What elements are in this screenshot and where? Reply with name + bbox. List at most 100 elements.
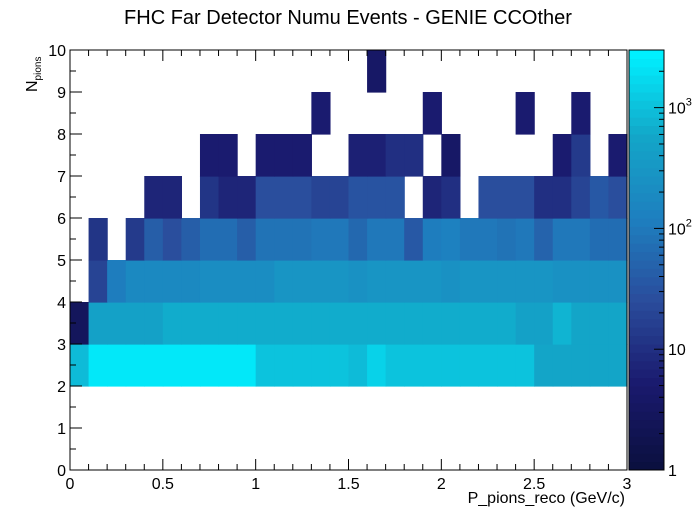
color-scale-band <box>629 394 664 404</box>
heatmap-cell <box>589 260 610 303</box>
heatmap-cell <box>348 344 368 387</box>
heatmap-cell <box>459 302 480 345</box>
heatmap-cell <box>571 134 591 177</box>
heatmap-cell <box>274 134 294 177</box>
heatmap-cell <box>422 260 442 303</box>
heatmap-cell <box>348 134 368 177</box>
heatmap-cell <box>199 134 220 177</box>
heatmap-cell <box>404 260 424 303</box>
heatmap-cell <box>478 260 498 303</box>
heatmap-cell <box>515 344 535 387</box>
color-scale-band <box>629 134 664 143</box>
heatmap-cell <box>385 302 405 345</box>
heatmap-cell <box>497 344 517 387</box>
heatmap-cells <box>70 50 628 387</box>
y-tick-label: 10 <box>48 43 66 60</box>
heatmap-cell <box>199 260 220 303</box>
heatmap-cell <box>608 176 628 219</box>
heatmap-cell <box>515 260 535 303</box>
heatmap-cell <box>422 302 442 345</box>
heatmap-cell <box>125 218 145 261</box>
heatmap-cell <box>459 218 480 261</box>
heatmap-cell <box>571 302 591 345</box>
heatmap-cell <box>292 260 312 303</box>
y-tick-label: 1 <box>57 421 66 438</box>
heatmap-cell <box>348 218 368 261</box>
heatmap-cell <box>404 344 424 387</box>
color-scale-band <box>629 108 664 118</box>
heatmap-cell <box>199 302 220 345</box>
heatmap-cell <box>441 302 461 345</box>
color-scale-label: 103 <box>668 97 692 118</box>
x-tick-label: 1 <box>251 476 260 493</box>
x-tick-label: 2 <box>437 476 446 493</box>
color-scale-band <box>629 369 664 379</box>
color-scale-band <box>629 344 664 353</box>
color-scale-band <box>629 268 664 278</box>
heatmap-cell <box>162 218 182 261</box>
color-scale-band <box>629 453 664 463</box>
heatmap-cell <box>367 218 387 261</box>
color-scale-band <box>629 83 664 93</box>
heatmap-cell <box>608 260 628 303</box>
heatmap-cell <box>218 176 238 219</box>
heatmap-cell <box>589 218 610 261</box>
color-scale-band <box>629 310 664 320</box>
heatmap-cell <box>348 260 368 303</box>
heatmap-cell <box>367 260 387 303</box>
heatmap-cell <box>571 176 591 219</box>
heatmap-cell <box>367 302 387 345</box>
x-tick-label: 0 <box>66 476 75 493</box>
heatmap-cell <box>70 302 90 345</box>
heatmap-cell <box>329 302 350 345</box>
heatmap-cell <box>311 302 331 345</box>
heatmap-cell <box>107 302 127 345</box>
color-scale-band <box>629 436 664 446</box>
heatmap-cell <box>385 176 405 219</box>
color-scale-band <box>629 142 664 152</box>
y-tick-label: 4 <box>57 295 66 312</box>
heatmap-cell <box>218 344 238 387</box>
color-scale-band <box>629 327 664 337</box>
y-tick-label: 8 <box>57 127 66 144</box>
y-tick-label: 6 <box>57 211 66 228</box>
color-scale-band <box>629 444 664 454</box>
heatmap-cell <box>608 302 628 345</box>
heatmap-cell <box>311 344 331 387</box>
heatmap-cell <box>441 218 461 261</box>
heatmap-cell <box>237 302 257 345</box>
y-axis-title-main: N <box>24 80 41 92</box>
color-scale-band <box>629 419 664 429</box>
heatmap-cell <box>441 260 461 303</box>
heatmap-cell <box>497 218 517 261</box>
heatmap-cell <box>441 344 461 387</box>
color-scale-band <box>629 285 664 295</box>
heatmap-cell <box>237 260 257 303</box>
heatmap-cell <box>534 302 554 345</box>
heatmap-cell <box>181 218 201 261</box>
y-axis-title: Npions <box>24 57 44 92</box>
heatmap-cell <box>144 218 164 261</box>
heatmap-cell <box>162 302 182 345</box>
heatmap-cell <box>571 92 591 135</box>
heatmap-cell <box>552 260 572 303</box>
color-scale-band <box>629 159 664 169</box>
heatmap-cell <box>552 218 572 261</box>
color-scale-label: 1 <box>668 463 677 480</box>
color-scale-band <box>629 117 664 127</box>
heatmap-cell <box>125 344 145 387</box>
color-scale-ticks: 1 10 102 103 <box>654 49 692 480</box>
heatmap-cell <box>255 218 275 261</box>
heatmap-cell <box>478 344 498 387</box>
heatmap-cell <box>367 344 387 387</box>
heatmap-cell <box>404 302 424 345</box>
color-scale-band <box>629 75 664 85</box>
color-scale-label: 10 <box>668 342 686 359</box>
heatmap-cell <box>497 260 517 303</box>
color-scale-band <box>629 377 664 387</box>
x-tick-label: 1.5 <box>337 476 359 493</box>
heatmap-cell <box>292 134 312 177</box>
color-scale-band <box>629 302 664 311</box>
color-scale-bar: 1 10 102 103 <box>628 49 692 480</box>
heatmap-cell <box>497 302 517 345</box>
